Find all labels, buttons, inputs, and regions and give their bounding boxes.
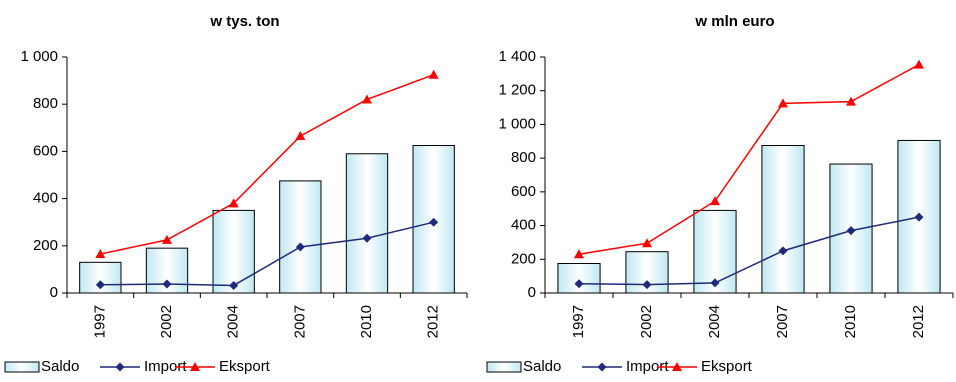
marker	[597, 362, 607, 372]
y-tick-label: 1 400	[498, 48, 536, 65]
x-tick-label: 2004	[225, 305, 242, 338]
marker	[228, 198, 239, 208]
y-tick-label: 400	[33, 190, 58, 207]
y-tick-label: 600	[511, 183, 536, 200]
y-tick-label: 0	[528, 284, 536, 301]
y-tick-label: 800	[511, 149, 536, 166]
bar	[557, 263, 601, 294]
marker	[362, 233, 372, 243]
bar	[212, 209, 255, 294]
y-tick-label: 1 000	[498, 115, 536, 132]
legend-swatch	[4, 361, 40, 373]
marker	[914, 59, 924, 69]
marker	[429, 217, 439, 227]
x-tick-label: 2012	[425, 305, 442, 338]
marker	[95, 249, 106, 259]
marker	[362, 94, 372, 104]
bar	[761, 145, 805, 294]
x-tick-label: 2004	[706, 305, 723, 338]
marker	[295, 242, 305, 252]
legend-swatch	[486, 361, 522, 373]
marker	[710, 278, 720, 288]
marker	[846, 226, 856, 236]
x-tick-label: 2010	[842, 305, 859, 338]
legend-label: Eksport	[219, 358, 271, 375]
legend-label: Saldo	[41, 358, 79, 375]
legend-label: Import	[626, 358, 669, 375]
marker	[229, 280, 239, 290]
y-tick-label: 1 200	[498, 82, 536, 99]
legend-label: Saldo	[523, 358, 561, 375]
marker	[190, 362, 200, 371]
bar	[279, 180, 322, 294]
marker	[642, 280, 652, 290]
marker	[846, 96, 856, 106]
y-tick-label: 1 000	[20, 48, 58, 65]
line	[578, 216, 920, 286]
marker	[574, 279, 584, 289]
y-tick-label: 200	[33, 237, 58, 254]
legend-label: Import	[144, 358, 187, 375]
y-tick-label: 600	[33, 142, 58, 159]
legend-label: Eksport	[701, 358, 753, 375]
marker	[428, 69, 439, 79]
marker	[162, 234, 172, 244]
x-tick-label: 2012	[910, 305, 927, 338]
x-tick-label: 2007	[774, 305, 791, 338]
marker	[162, 279, 172, 289]
marker	[95, 280, 105, 290]
y-tick-label: 800	[33, 95, 58, 112]
marker	[295, 131, 306, 141]
marker	[642, 238, 652, 248]
x-tick-label: 2002	[638, 305, 655, 338]
x-tick-label: 2010	[358, 305, 375, 338]
line	[578, 63, 920, 255]
line	[100, 73, 434, 255]
y-tick-label: 400	[511, 217, 536, 234]
y-tick-label: 200	[511, 250, 536, 267]
x-tick-label: 2007	[291, 305, 308, 338]
x-tick-label: 1997	[570, 305, 587, 338]
y-tick-label: 0	[50, 284, 58, 301]
marker	[710, 196, 720, 206]
x-tick-label: 2002	[158, 305, 175, 338]
marker	[778, 246, 788, 256]
x-tick-label: 1997	[91, 305, 108, 338]
marker	[115, 362, 125, 372]
chart-title: w tys. ton	[209, 13, 279, 30]
chart-title: w mln euro	[694, 13, 774, 30]
line	[100, 221, 434, 287]
marker	[574, 249, 584, 259]
marker	[914, 212, 924, 222]
marker	[672, 362, 682, 371]
marker	[778, 98, 788, 108]
bar	[345, 153, 389, 294]
